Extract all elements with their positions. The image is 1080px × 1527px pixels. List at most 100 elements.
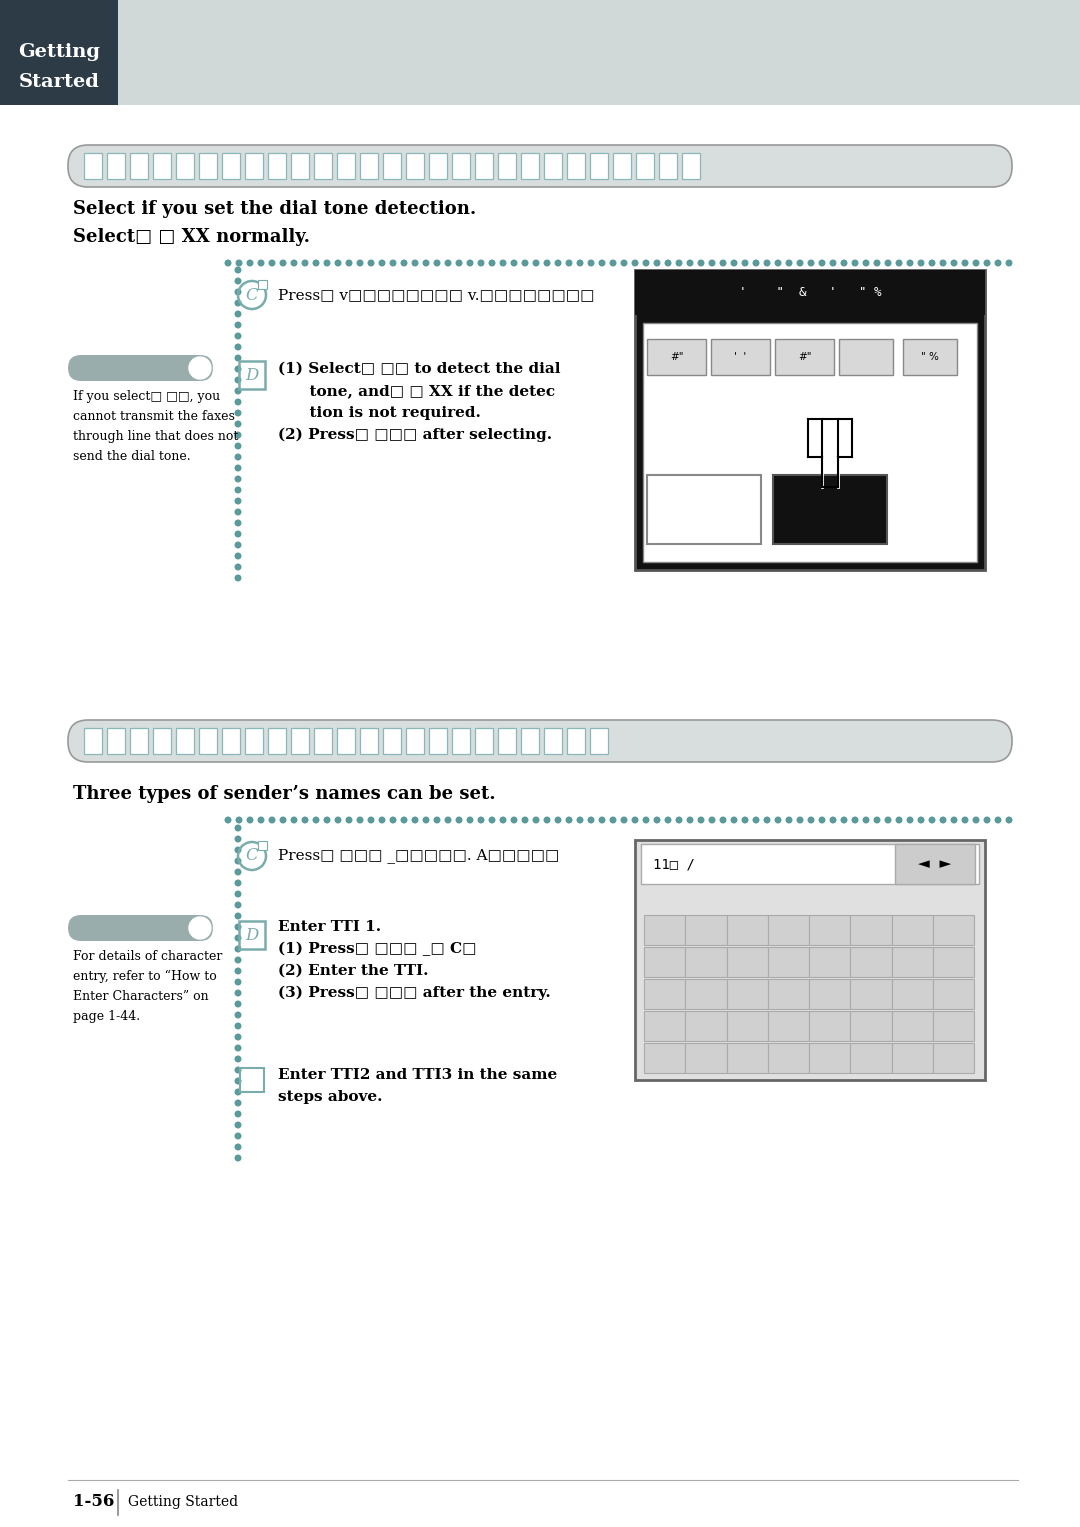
- Text: D: D: [245, 366, 259, 383]
- FancyBboxPatch shape: [153, 153, 171, 179]
- Circle shape: [280, 260, 286, 266]
- Circle shape: [577, 817, 583, 823]
- Circle shape: [235, 837, 241, 841]
- Circle shape: [852, 817, 858, 823]
- FancyBboxPatch shape: [891, 915, 933, 945]
- Circle shape: [235, 1089, 241, 1095]
- FancyBboxPatch shape: [685, 979, 727, 1009]
- Circle shape: [566, 260, 571, 266]
- Circle shape: [357, 817, 363, 823]
- Circle shape: [235, 902, 241, 907]
- Circle shape: [775, 817, 781, 823]
- Text: page 1-44.: page 1-44.: [73, 1009, 140, 1023]
- FancyBboxPatch shape: [130, 153, 148, 179]
- FancyBboxPatch shape: [768, 979, 809, 1009]
- Circle shape: [235, 421, 241, 428]
- Circle shape: [313, 260, 319, 266]
- Circle shape: [665, 817, 671, 823]
- Circle shape: [235, 466, 241, 470]
- Circle shape: [742, 260, 747, 266]
- Circle shape: [258, 260, 264, 266]
- Text: Getting Started: Getting Started: [129, 1495, 238, 1509]
- Circle shape: [324, 260, 329, 266]
- Text: 1-56: 1-56: [73, 1493, 114, 1510]
- Circle shape: [478, 817, 484, 823]
- FancyBboxPatch shape: [727, 915, 768, 945]
- Circle shape: [258, 817, 264, 823]
- FancyBboxPatch shape: [268, 728, 286, 754]
- FancyBboxPatch shape: [222, 728, 240, 754]
- Circle shape: [235, 1133, 241, 1139]
- Circle shape: [235, 968, 241, 974]
- Circle shape: [401, 817, 407, 823]
- FancyBboxPatch shape: [635, 840, 985, 1080]
- Circle shape: [687, 817, 692, 823]
- Circle shape: [831, 817, 836, 823]
- Circle shape: [874, 817, 880, 823]
- Circle shape: [610, 817, 616, 823]
- FancyBboxPatch shape: [809, 1043, 850, 1073]
- FancyBboxPatch shape: [176, 153, 194, 179]
- FancyBboxPatch shape: [68, 354, 213, 382]
- Circle shape: [235, 924, 241, 930]
- FancyBboxPatch shape: [643, 324, 977, 562]
- Circle shape: [357, 260, 363, 266]
- FancyBboxPatch shape: [0, 0, 1080, 105]
- FancyBboxPatch shape: [727, 1011, 768, 1041]
- Circle shape: [731, 817, 737, 823]
- Circle shape: [189, 357, 211, 379]
- Circle shape: [918, 260, 923, 266]
- FancyBboxPatch shape: [768, 915, 809, 945]
- Circle shape: [544, 817, 550, 823]
- Circle shape: [368, 817, 374, 823]
- Text: For details of character: For details of character: [73, 950, 222, 964]
- FancyBboxPatch shape: [314, 728, 332, 754]
- Text: cannot transmit the faxes: cannot transmit the faxes: [73, 411, 234, 423]
- FancyBboxPatch shape: [291, 153, 309, 179]
- Circle shape: [589, 817, 594, 823]
- FancyBboxPatch shape: [84, 153, 102, 179]
- Circle shape: [753, 817, 759, 823]
- Circle shape: [896, 817, 902, 823]
- FancyBboxPatch shape: [268, 153, 286, 179]
- Circle shape: [269, 260, 274, 266]
- FancyBboxPatch shape: [0, 0, 118, 105]
- FancyBboxPatch shape: [850, 1043, 891, 1073]
- Circle shape: [235, 267, 241, 273]
- FancyBboxPatch shape: [383, 728, 401, 754]
- FancyBboxPatch shape: [222, 153, 240, 179]
- FancyBboxPatch shape: [107, 153, 125, 179]
- FancyBboxPatch shape: [130, 728, 148, 754]
- Circle shape: [555, 817, 561, 823]
- Circle shape: [984, 817, 989, 823]
- FancyBboxPatch shape: [635, 270, 985, 315]
- Text: (2) Enter the TTI.: (2) Enter the TTI.: [278, 964, 429, 977]
- Circle shape: [235, 1112, 241, 1116]
- FancyBboxPatch shape: [291, 728, 309, 754]
- FancyBboxPatch shape: [636, 153, 654, 179]
- Circle shape: [226, 260, 231, 266]
- FancyBboxPatch shape: [891, 979, 933, 1009]
- Circle shape: [423, 260, 429, 266]
- Circle shape: [941, 817, 946, 823]
- Circle shape: [489, 817, 495, 823]
- FancyBboxPatch shape: [544, 728, 562, 754]
- FancyBboxPatch shape: [933, 979, 974, 1009]
- FancyBboxPatch shape: [245, 153, 264, 179]
- Text: Enter TTI2 and TTI3 in the same: Enter TTI2 and TTI3 in the same: [278, 1067, 557, 1083]
- FancyBboxPatch shape: [360, 153, 378, 179]
- FancyBboxPatch shape: [590, 153, 608, 179]
- FancyBboxPatch shape: [406, 728, 424, 754]
- Circle shape: [478, 260, 484, 266]
- Circle shape: [235, 333, 241, 339]
- FancyBboxPatch shape: [711, 339, 770, 376]
- Circle shape: [235, 858, 241, 864]
- Circle shape: [995, 260, 1001, 266]
- FancyBboxPatch shape: [337, 153, 355, 179]
- Circle shape: [235, 847, 241, 852]
- FancyBboxPatch shape: [475, 728, 492, 754]
- FancyBboxPatch shape: [453, 728, 470, 754]
- Circle shape: [710, 260, 715, 266]
- Circle shape: [973, 817, 978, 823]
- FancyBboxPatch shape: [933, 1043, 974, 1073]
